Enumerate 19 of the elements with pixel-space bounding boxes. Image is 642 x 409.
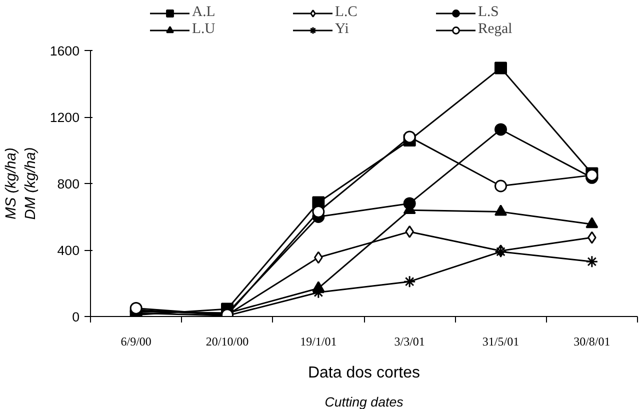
y-axis-title: MS (kg/ha) DM (kg/ha) xyxy=(4,147,39,220)
y-tick-label: 400 xyxy=(57,243,80,258)
legend-label: Regal xyxy=(478,21,514,38)
legend-label: L.U xyxy=(192,21,216,38)
x-tick-label: 30/8/01 xyxy=(574,334,610,348)
x-tick-label: 3/3/01 xyxy=(394,334,425,348)
x-tick-label: 6/9/00 xyxy=(120,334,152,348)
x-tick-label: 20/10/00 xyxy=(206,334,249,348)
y-tick-label: 800 xyxy=(57,176,80,192)
y-tick-label: 0 xyxy=(72,310,80,324)
y-tick-label: 1200 xyxy=(50,110,80,125)
legend-label: Yi xyxy=(335,21,350,38)
legend-label: L.C xyxy=(335,4,358,21)
x-tick-label: 19/1/01 xyxy=(300,334,337,348)
x-axis-title: Data dos cortes Cutting dates xyxy=(308,364,420,409)
legend-label: A.L xyxy=(192,4,216,21)
y-tick-label: 1600 xyxy=(50,44,80,58)
legend-label: L.S xyxy=(478,4,500,21)
x-tick-label: 31/5/01 xyxy=(482,334,520,348)
